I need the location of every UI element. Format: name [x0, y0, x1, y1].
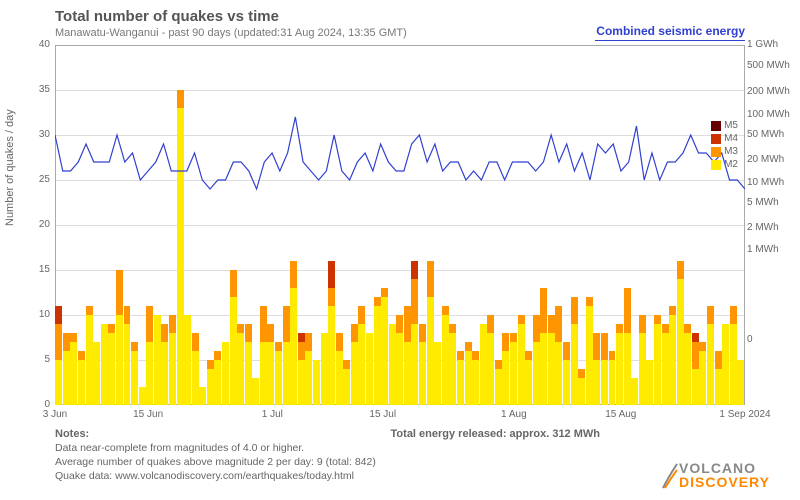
energy-line: [55, 45, 745, 405]
y-left-tick: 15: [30, 264, 50, 275]
x-tick: 1 Sep 2024: [719, 409, 770, 420]
chart-subtitle: Manawatu-Wanganui - past 90 days (update…: [55, 27, 407, 39]
legend: M5 M4 M3 M2: [711, 120, 738, 172]
logo: VOLCANO DISCOVERY: [679, 460, 770, 490]
x-tick: 1 Aug: [501, 409, 527, 420]
y-left-tick: 35: [30, 84, 50, 95]
legend-label: M3: [724, 146, 738, 157]
legend-item: M5: [711, 120, 738, 131]
y-left-tick: 10: [30, 309, 50, 320]
y-left-tick: 25: [30, 174, 50, 185]
y-right-tick: 20 MWh: [747, 154, 795, 165]
y-right-tick: 1 MWh: [747, 244, 795, 255]
x-tick: 15 Jul: [369, 409, 396, 420]
energy-axis-label: Combined seismic energy: [596, 24, 745, 38]
notes-line-2: Average number of quakes above magnitude…: [55, 456, 376, 468]
notes-title: Notes:: [55, 428, 89, 440]
legend-box: [711, 147, 721, 157]
y-left-tick: 5: [30, 354, 50, 365]
legend-item: M2: [711, 159, 738, 170]
y-right-tick: 2 MWh: [747, 222, 795, 233]
y-right-tick: 0: [747, 334, 795, 345]
y-left-tick: 40: [30, 39, 50, 50]
legend-label: M4: [724, 133, 738, 144]
legend-box: [711, 121, 721, 131]
notes-line-3: Quake data: www.volcanodiscovery.com/ear…: [55, 470, 354, 482]
y-left-tick: 30: [30, 129, 50, 140]
y-right-tick: 200 MWh: [747, 86, 795, 97]
notes-line-1: Data near-complete from magnitudes of 4.…: [55, 442, 304, 454]
y-left-tick: 20: [30, 219, 50, 230]
x-tick: 15 Aug: [605, 409, 636, 420]
y-right-tick: 100 MWh: [747, 109, 795, 120]
y-right-tick: 500 MWh: [747, 60, 795, 71]
total-energy: Total energy released: approx. 312 MWh: [391, 428, 600, 440]
legend-item: M3: [711, 146, 738, 157]
y-right-tick: 50 MWh: [747, 129, 795, 140]
legend-box: [711, 160, 721, 170]
legend-label: M5: [724, 120, 738, 131]
legend-item: M4: [711, 133, 738, 144]
chart-container: Total number of quakes vs time Manawatu-…: [0, 0, 800, 500]
y-right-tick: 10 MWh: [747, 177, 795, 188]
energy-underline: [595, 40, 745, 41]
legend-box: [711, 134, 721, 144]
x-tick: 3 Jun: [43, 409, 67, 420]
legend-label: M2: [724, 159, 738, 170]
x-tick: 15 Jun: [133, 409, 163, 420]
x-tick: 1 Jul: [262, 409, 283, 420]
logo-text-bottom: DISCOVERY: [679, 474, 770, 490]
logo-swoosh-icon: [661, 462, 679, 490]
y-right-tick: 1 GWh: [747, 39, 795, 50]
y-right-tick: 5 MWh: [747, 197, 795, 208]
y-left-label: Number of quakes / day: [4, 109, 16, 226]
chart-title: Total number of quakes vs time: [55, 8, 279, 25]
